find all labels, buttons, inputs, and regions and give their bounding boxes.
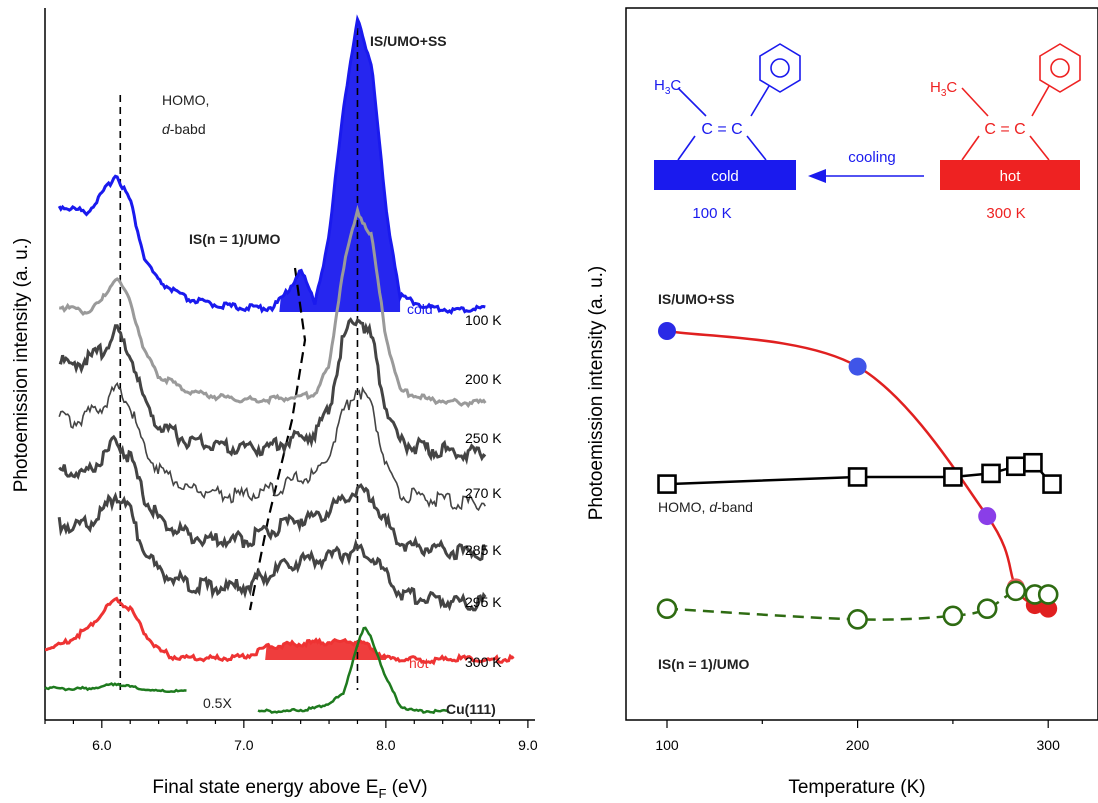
cold-surface-block [654, 160, 796, 190]
right-tick-label-300: 300 [1037, 737, 1061, 753]
spectrum-250-k [58, 317, 487, 466]
right-tick-label-200: 200 [846, 737, 870, 753]
annot-cold: cold [407, 301, 433, 317]
hot-block-label: hot [1000, 168, 1022, 185]
cold-bond-ring [750, 85, 770, 117]
trend-line-2 [666, 589, 1049, 621]
spectrum-cu-111-ss [257, 626, 450, 715]
spectrum-300-k [45, 596, 515, 666]
marker-0-300K [1039, 599, 1058, 618]
marker-2-100K [656, 598, 678, 619]
annot-scale: 0.5X [203, 695, 232, 711]
annot-homo-1: HOMO, [162, 92, 209, 108]
marker-2-250K [942, 605, 964, 627]
left-x-ticks [44, 720, 529, 728]
cold-double-bond: C = C [701, 121, 742, 138]
cold-methyl-label: H3C [654, 77, 681, 97]
right-panel: 100 200 300 Temperature (K) Photoemission … [586, 7, 1098, 798]
marker-2-268K [976, 598, 998, 619]
hot-double-bond: C = C [984, 121, 1025, 138]
hot-phenyl-ring [1039, 43, 1081, 93]
marker-0-268K [978, 507, 997, 526]
right-tick-label-100: 100 [655, 737, 679, 753]
left-panel: 6.0 7.0 8.0 9.0 Final state energy above EF… [11, 8, 538, 801]
marker-0-100K [658, 322, 676, 340]
hot-bond-left-surface [961, 135, 980, 161]
spectrum-100-k [57, 14, 486, 316]
marker-1-270K [981, 463, 1001, 484]
annot-hot: hot [409, 655, 429, 671]
cooling-arrow-head [808, 169, 826, 183]
annot-homo-2: d-babd [162, 121, 206, 137]
cold-temperature: 100 K [692, 205, 731, 222]
marker-0-200K [848, 357, 867, 376]
marker-1-283K [1005, 456, 1026, 477]
marker-1-100K [657, 474, 677, 494]
spectrum-cu-111- [44, 682, 187, 694]
hot-bond-ring [1031, 85, 1050, 117]
spectrum-200-k [59, 204, 487, 409]
label-is-umo-ss: IS/UMO+SS [658, 291, 735, 307]
umo-dispersion-line [248, 267, 307, 611]
temp-label-100k: 100 K [465, 312, 502, 328]
cold-molecule [677, 43, 801, 161]
peak-marker-lines [119, 28, 359, 690]
annot-is-umo-ss: IS/UMO+SS [370, 33, 447, 49]
hot-bond-methyl [961, 87, 989, 117]
label-is-umo: IS(n = 1)/UMO [658, 656, 750, 672]
left-y-axis-title: Photoemission intensity (a. u.) [11, 238, 32, 493]
cold-phenyl-inner [770, 58, 790, 78]
left-x-tick-labels: 6.0 7.0 8.0 9.0 [92, 737, 538, 753]
left-tick-label-6.0: 6.0 [92, 737, 112, 753]
temperature-labels: 100 K 200 K 250 K 270 K 285 K 295 K 300 K [465, 312, 502, 670]
cold-block-label: cold [711, 168, 739, 185]
cold-phenyl-ring [759, 43, 801, 93]
hot-methyl-label: H3C [930, 79, 957, 99]
cold-bond-left-surface [677, 135, 696, 161]
spectrum-285-k [58, 434, 487, 562]
hot-bond-right-surface [1029, 135, 1050, 161]
hot-molecule [961, 43, 1081, 161]
hot-phenyl-inner [1050, 58, 1070, 78]
marker-2-283K [1005, 580, 1027, 602]
left-tick-label-7.0: 7.0 [234, 737, 254, 753]
inset-schematic: cold H3C C = C 100 K cooling hot H3C C =… [654, 43, 1081, 222]
data-markers [656, 322, 1062, 630]
spectra [44, 14, 515, 715]
right-x-ticks [666, 720, 1049, 728]
marker-1-292K [1023, 452, 1043, 473]
marker-2-300K [1037, 584, 1059, 605]
left-tick-label-9.0: 9.0 [518, 737, 538, 753]
temp-label-295k: 295 K [465, 594, 502, 610]
annot-is-umo: IS(n = 1)/UMO [189, 231, 281, 247]
label-homo: HOMO, d-band [658, 499, 753, 515]
hot-surface-block [940, 160, 1080, 190]
right-y-axis-title: Photoemission intensity (a. u.) [586, 266, 607, 521]
cold-bond-right-surface [746, 135, 767, 161]
right-frame [625, 7, 1098, 721]
marker-2-200K [847, 609, 868, 630]
temp-label-285k: 285 K [465, 542, 502, 558]
annot-cu111: Cu(111) [446, 701, 496, 717]
spectrum-295-k [57, 491, 487, 612]
right-x-axis-title: Temperature (K) [788, 777, 925, 798]
cold-peak-fill [279, 19, 401, 313]
marker-1-302K [1042, 474, 1062, 494]
marker-1-250K [943, 467, 963, 487]
marker-1-200K [847, 467, 868, 487]
hot-temperature: 300 K [986, 205, 1025, 222]
temp-label-270k: 270 K [465, 485, 502, 501]
spectrum-270-k [58, 381, 486, 512]
temp-label-300k: 300 K [465, 654, 502, 670]
left-x-axis-title: Final state energy above EF (eV) [152, 777, 427, 801]
left-tick-label-8.0: 8.0 [376, 737, 396, 753]
cold-bond-methyl [677, 87, 707, 117]
cooling-label: cooling [848, 149, 896, 166]
right-x-tick-labels: 100 200 300 [655, 737, 1060, 753]
temp-label-200k: 200 K [465, 371, 502, 387]
temp-label-250k: 250 K [465, 430, 502, 446]
